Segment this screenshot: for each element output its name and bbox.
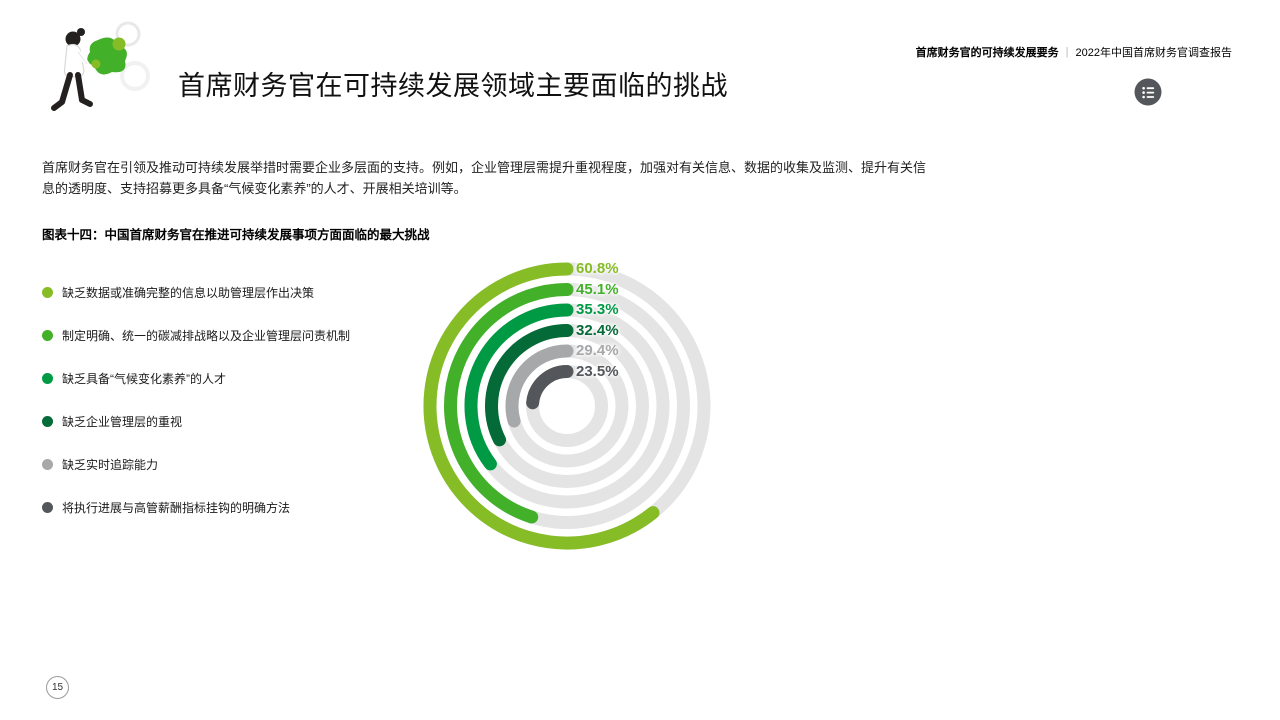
radial-chart-svg: [423, 262, 711, 550]
page-number: 15: [46, 676, 69, 699]
chart-arc: [526, 365, 574, 410]
legend-item: 缺乏数据或准确完整的信息以助管理层作出决策: [42, 286, 350, 300]
doc-report-title: 2022年中国首席财务官调查报告: [1075, 47, 1232, 59]
hero-illustration: [36, 12, 160, 132]
chart-arc: [444, 283, 574, 524]
legend-item: 缺乏企业管理层的重视: [42, 415, 350, 429]
legend-dot: [42, 416, 53, 427]
intro-paragraph: 首席财务官在引领及推动可持续发展举措时需要企业多层面的支持。例如，企业管理层需提…: [42, 160, 927, 197]
header-meta: 首席财务官的可持续发展要务 | 2022年中国首席财务官调查报告: [916, 44, 1232, 60]
list-icon: [1134, 78, 1162, 106]
chart-legend: 缺乏数据或准确完整的信息以助管理层作出决策 制定明确、统一的碳减排战略以及企业管…: [42, 286, 351, 515]
chart-value-label: 35.3%: [576, 301, 619, 318]
chart-arc: [485, 324, 574, 447]
doc-section-title: 首席财务官的可持续发展要务: [915, 47, 1059, 59]
legend-dot: [42, 459, 53, 470]
chart-value-label: 45.1%: [576, 280, 619, 298]
legend-label: 缺乏企业管理层的重视: [62, 415, 183, 429]
chart-value-label: 32.4%: [576, 321, 619, 339]
legend-dot: [42, 287, 53, 298]
legend-item: 将执行进展与高管薪酬指标挂钩的明确方法: [42, 501, 350, 515]
legend-dot: [42, 330, 53, 341]
chart-caption: 图表十四：中国首席财务官在推进可持续发展事项方面面临的最大挑战: [42, 228, 430, 242]
person-with-plant-illustration: [51, 21, 150, 111]
chart-arc: [423, 262, 660, 550]
legend-dot: [42, 373, 53, 384]
legend-label: 缺乏具备“气候变化素养”的人才: [62, 372, 226, 386]
legend-item: 缺乏实时追踪能力: [42, 458, 350, 472]
radial-chart: 60.8% 45.1% 35.3% 32.4% 29.4% 23.5%: [407, 246, 727, 566]
header-separator: |: [1065, 46, 1069, 58]
legend-item: 缺乏具备“气候变化素养”的人才: [42, 372, 350, 386]
legend-dot: [42, 502, 53, 513]
chart-value-label: 60.8%: [576, 260, 619, 277]
contents-button[interactable]: [1134, 78, 1162, 106]
legend-label: 制定明确、统一的碳减排战略以及企业管理层问责机制: [62, 329, 351, 343]
chart-value-label: 29.4%: [576, 342, 619, 359]
legend-label: 缺乏实时追踪能力: [62, 458, 159, 472]
page-title: 首席财务官在可持续发展领域主要面临的挑战: [178, 71, 728, 101]
legend-label: 缺乏数据或准确完整的信息以助管理层作出决策: [62, 286, 315, 300]
chart-arc: [464, 303, 574, 471]
chart-arc: [505, 344, 574, 428]
chart-value-label: 23.5%: [576, 362, 619, 380]
legend-item: 制定明确、统一的碳减排战略以及企业管理层问责机制: [42, 329, 351, 343]
legend-label: 将执行进展与高管薪酬指标挂钩的明确方法: [62, 501, 291, 515]
